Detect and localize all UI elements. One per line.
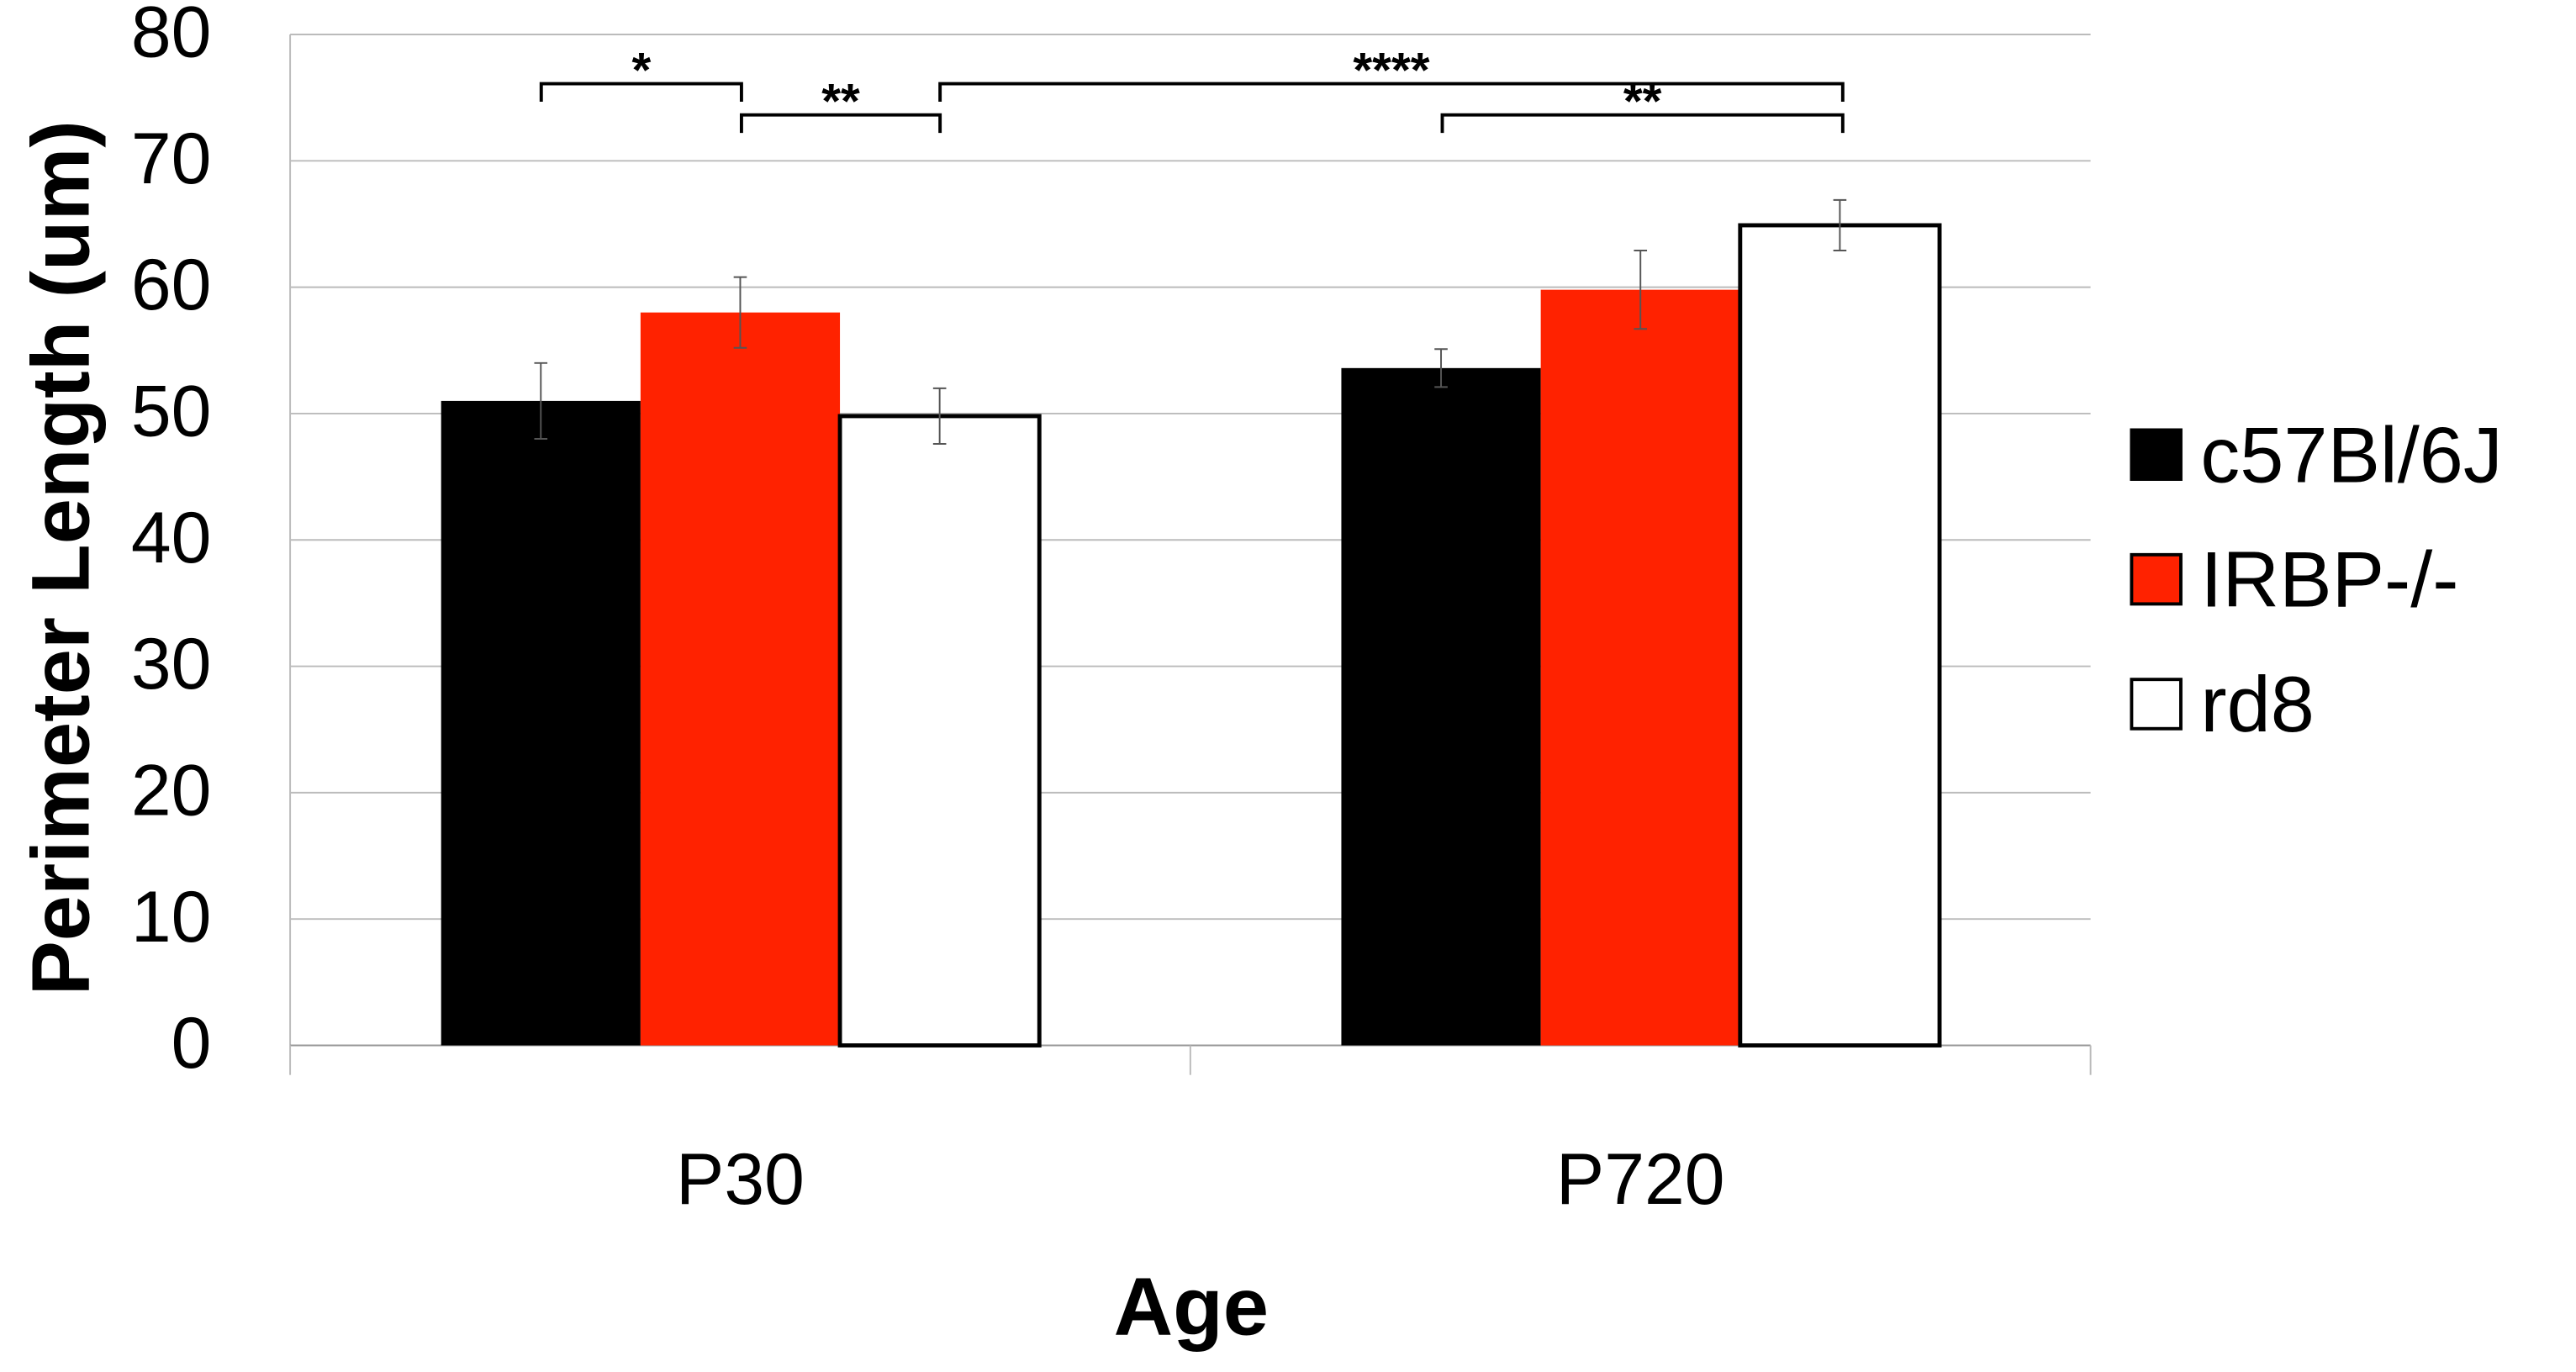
bar [1738, 223, 1942, 1047]
y-axis-title: Perimeter Length (um) [14, 120, 106, 995]
y-tick-label: 60 [131, 245, 212, 325]
significance-bracket [539, 82, 743, 103]
y-tick-label: 80 [131, 0, 212, 73]
significance-bracket [739, 113, 942, 134]
y-tick-label: 0 [172, 1003, 212, 1084]
y-tick-label: 70 [131, 119, 212, 199]
bar [1540, 289, 1740, 1046]
legend-label: IRBP-/- [2200, 536, 2458, 624]
bar [837, 414, 1042, 1047]
error-bar [1833, 198, 1847, 252]
significance-bracket [1440, 113, 1845, 134]
x-axis-title: Age [1114, 1261, 1269, 1353]
error-bar [1434, 348, 1448, 388]
significance-label: ** [1623, 74, 1662, 129]
significance-label: ** [821, 74, 860, 129]
y-tick-label: 40 [131, 498, 212, 578]
legend-label: rd8 [2200, 660, 2314, 748]
significance-label: * [631, 43, 651, 98]
error-bar [1634, 250, 1648, 330]
error-bar [733, 276, 747, 349]
bar [1341, 367, 1541, 1046]
legend-label: c57Bl/6J [2200, 410, 2502, 499]
bar [441, 400, 641, 1046]
error-bar [932, 387, 947, 445]
y-tick-label: 10 [131, 877, 212, 958]
significance-label: **** [1353, 43, 1429, 98]
legend-swatch [2130, 552, 2183, 606]
y-tick-label: 50 [131, 372, 212, 452]
y-tick-label: 20 [131, 750, 212, 831]
legend-swatch [2130, 428, 2183, 481]
x-tick-label: P30 [676, 1139, 805, 1220]
error-bar [534, 361, 548, 440]
y-tick-label: 30 [131, 624, 212, 704]
x-tick-label: P720 [1556, 1139, 1725, 1220]
bar [640, 312, 841, 1046]
legend-swatch [2130, 678, 2183, 731]
significance-bracket [938, 82, 1845, 103]
